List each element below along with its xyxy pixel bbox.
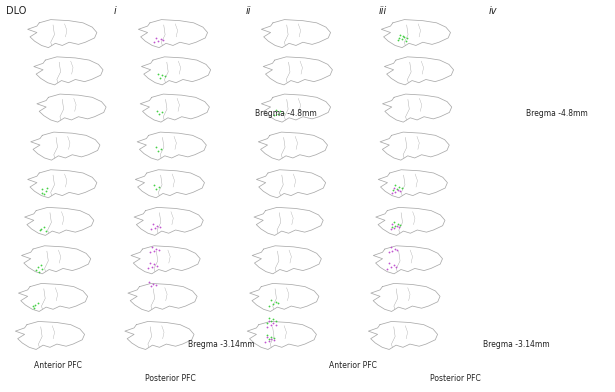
Text: ii: ii	[246, 6, 252, 16]
Text: Posterior PFC: Posterior PFC	[430, 374, 482, 383]
Text: Bregma -3.14mm: Bregma -3.14mm	[483, 340, 549, 349]
Text: iv: iv	[489, 6, 498, 16]
Text: Anterior PFC: Anterior PFC	[329, 361, 377, 370]
Text: Posterior PFC: Posterior PFC	[145, 374, 196, 383]
Text: i: i	[114, 6, 116, 16]
Text: iii: iii	[378, 6, 386, 16]
Text: Anterior PFC: Anterior PFC	[34, 361, 82, 370]
Text: Bregma -3.14mm: Bregma -3.14mm	[188, 340, 254, 349]
Text: DLO: DLO	[6, 6, 26, 16]
Text: Bregma -4.8mm: Bregma -4.8mm	[526, 109, 587, 118]
Text: Bregma -4.8mm: Bregma -4.8mm	[255, 109, 317, 118]
